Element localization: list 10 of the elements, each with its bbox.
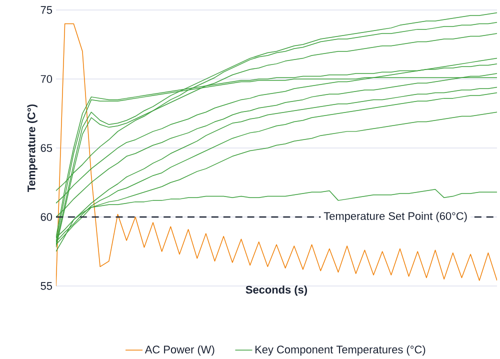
y-tick-label: 75 bbox=[40, 6, 52, 14]
y-tick-label: 65 bbox=[40, 144, 52, 152]
legend-label: AC Power (W) bbox=[144, 345, 214, 356]
y-axis-title: Temperature (C°) bbox=[27, 104, 38, 192]
y-tick-label: 60 bbox=[40, 213, 52, 221]
ref-line-label: Temperature Set Point (60°C) bbox=[324, 212, 467, 222]
y-tick-label: 70 bbox=[40, 75, 52, 83]
legend-label: Key Component Temperatures (°C) bbox=[255, 345, 426, 356]
y-tick-label: 55 bbox=[40, 282, 52, 290]
x-axis-title: Seconds (s) bbox=[246, 286, 308, 296]
